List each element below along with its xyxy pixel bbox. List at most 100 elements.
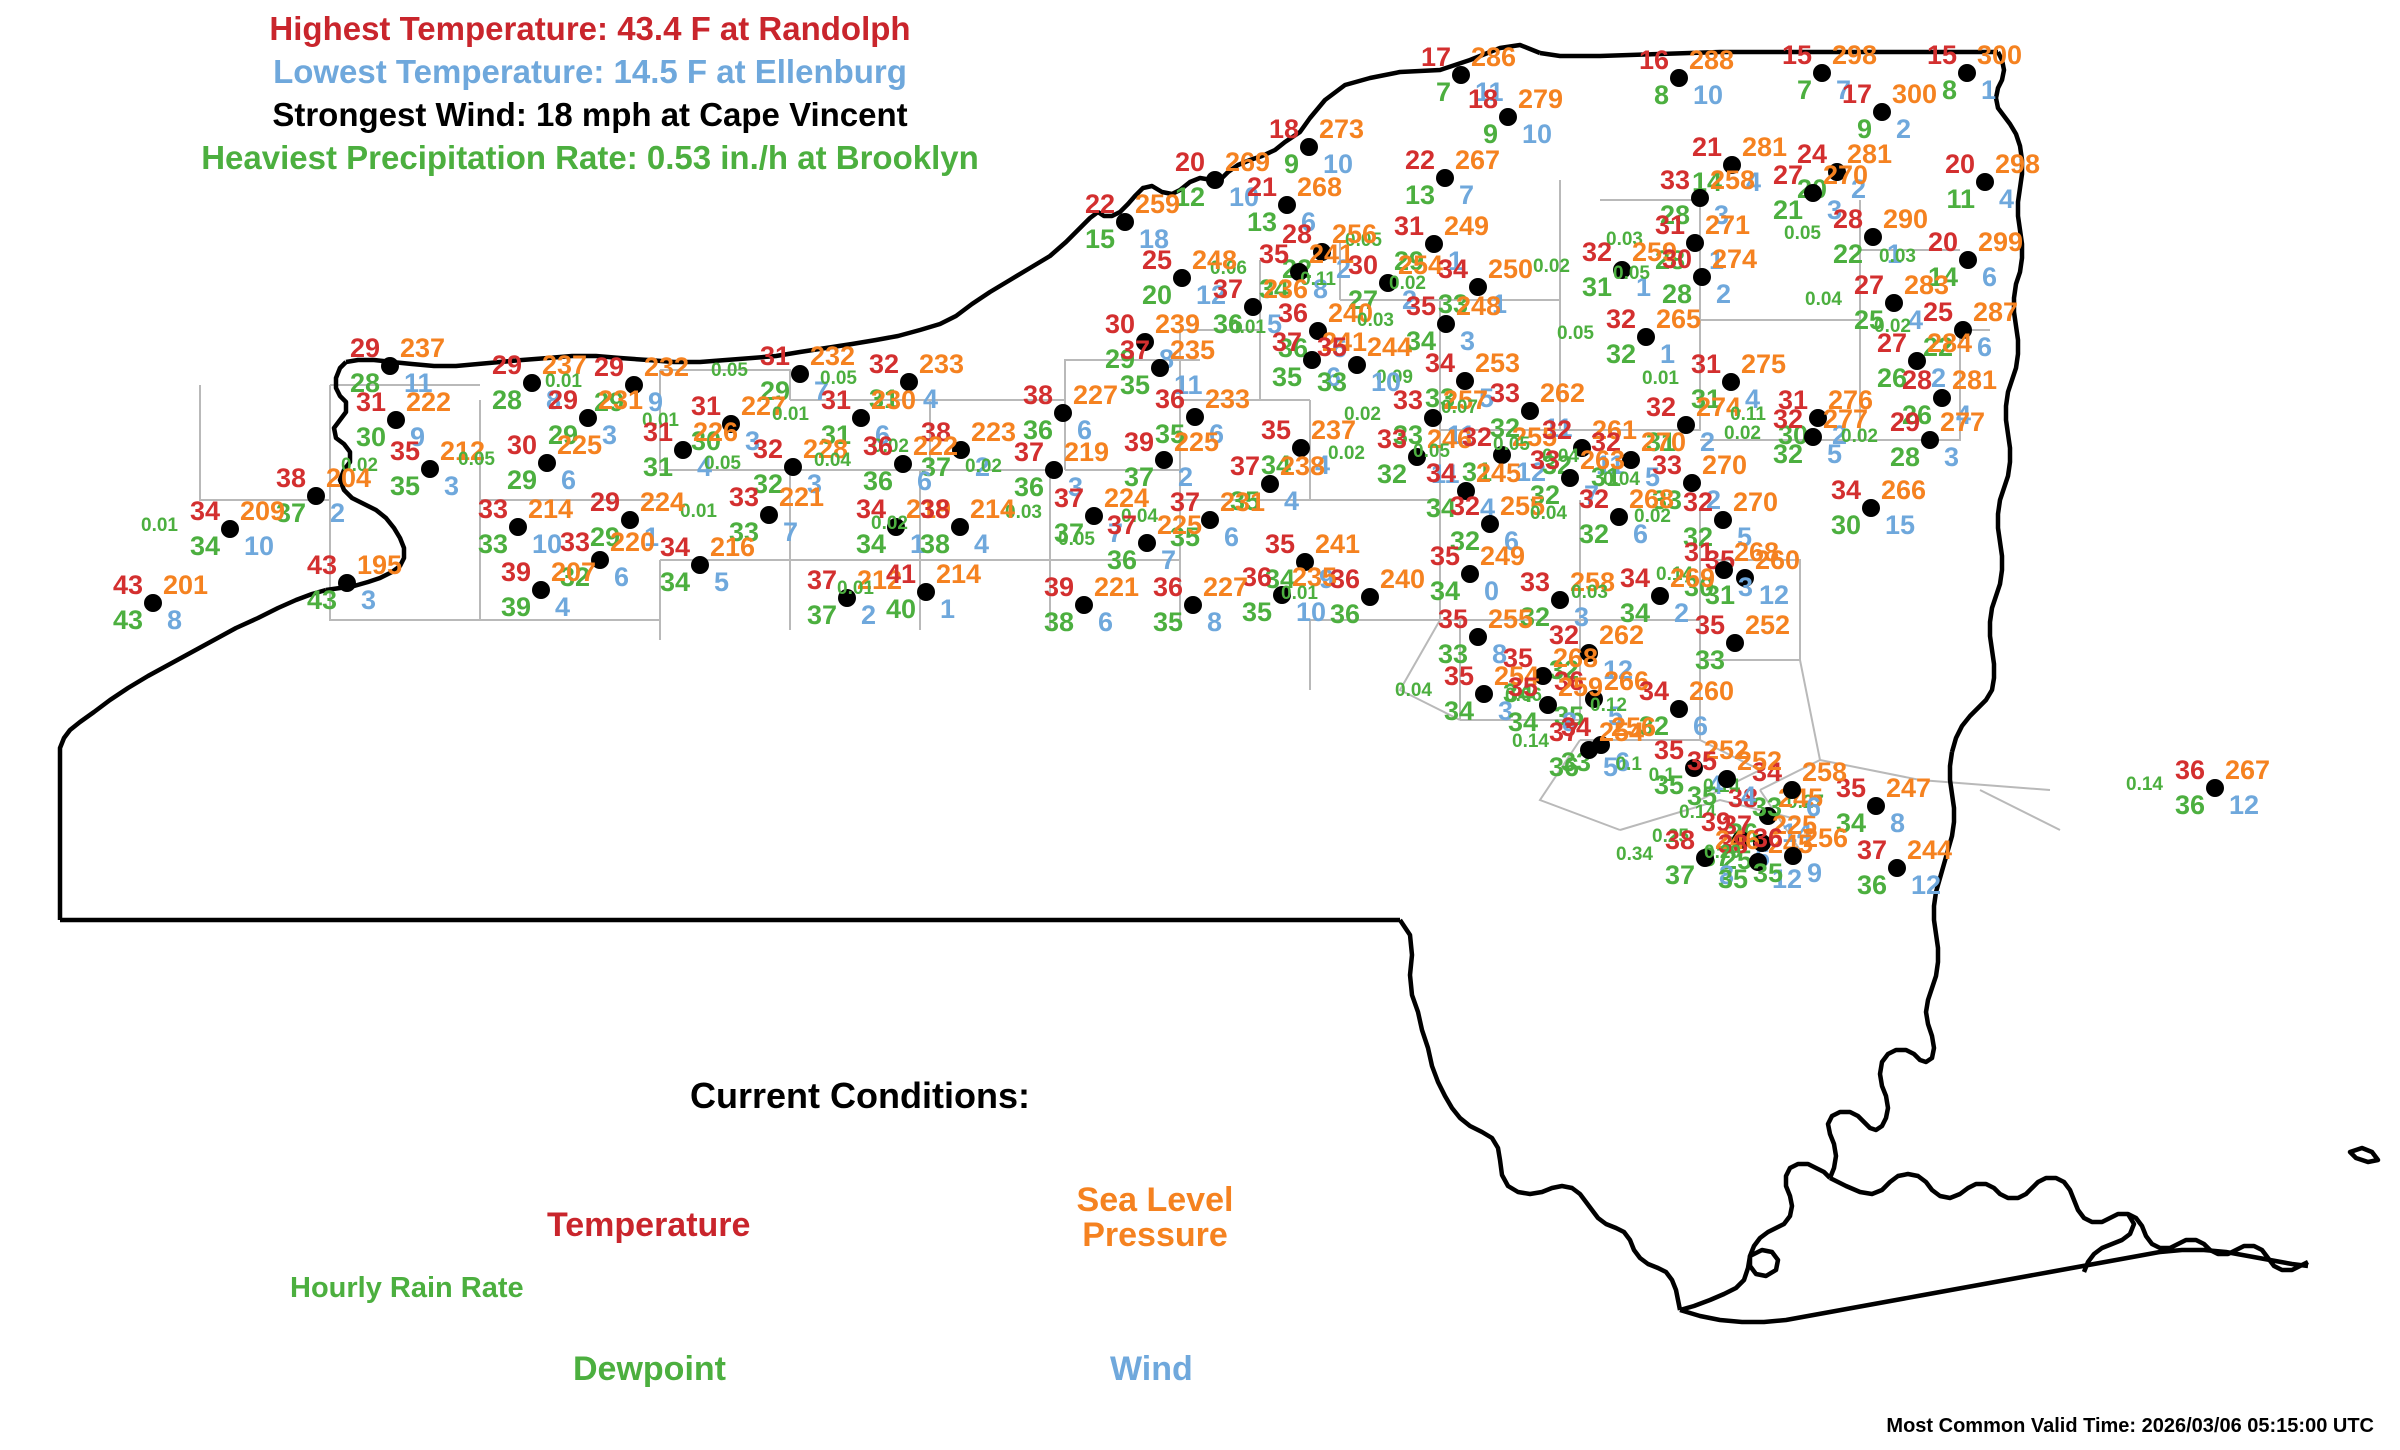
station-dewpoint: 34 [1507,707,1538,737]
station-temperature: 30 [506,430,537,460]
station-wind: 6 [1301,207,1317,237]
station-dewpoint: 32 [1605,339,1636,369]
station-dewpoint: 15 [1084,224,1115,254]
station-rain-rate: 0.11 [1300,269,1336,290]
station-rain-rate: 0.1 [1648,765,1675,786]
station-sea-level-pressure: 252 [1745,610,1791,640]
station-rain-rate: 0.04 [1805,289,1842,310]
station-rain-rate: 0.06 [1210,258,1247,279]
station-temperature: 28 [1281,219,1312,249]
station-wind: 3 [602,420,618,450]
station-dewpoint: 31 [1590,462,1621,492]
station-temperature: 31 [355,387,386,417]
station-sea-level-pressure: 254 [1398,250,1444,280]
station-temperature: 35 [1258,239,1289,269]
station-temperature: 36 [1329,564,1360,594]
station-wind: 8 [1207,607,1223,637]
station-dewpoint: 32 [1638,711,1669,741]
station-temperature: 30 [1104,309,1135,339]
station-temperature: 38 [1664,825,1695,855]
station-sea-level-pressure: 261 [1592,415,1638,445]
station-temperature: 39 [500,557,531,587]
station-temperature: 25 [1922,297,1953,327]
station-wind: 2 [975,452,991,482]
station-sea-level-pressure: 230 [871,385,917,415]
station-sea-level-pressure: 238 [1280,451,1326,481]
station-wind: 2 [1716,279,1732,309]
station-temperature: 27 [1772,160,1803,190]
station-dewpoint: 35 [1241,597,1272,627]
station-temperature: 17 [1420,42,1451,72]
station-sea-level-pressure: 209 [240,496,286,526]
station-wind: 9 [1807,858,1823,888]
station-dot-icon [784,458,802,476]
station-wind: 2 [1832,420,1848,450]
station-dewpoint: 43 [306,585,337,615]
station-sea-level-pressure: 212 [440,436,486,466]
station-dewpoint: 28 [1661,279,1692,309]
station-wind: 12 [1196,280,1227,310]
station-wind: 6 [1077,415,1093,445]
station-dot-icon [1151,359,1169,377]
station-dot-icon [1085,507,1103,525]
station-dewpoint: 9 [1856,114,1872,144]
station-wind: 3 [1498,696,1514,726]
station-dewpoint: 37 [1664,860,1695,890]
station-dewpoint: 8 [1653,80,1669,110]
station-wind: 15 [1885,510,1916,540]
station-temperature: 20 [1174,147,1205,177]
station-dot-icon [1290,263,1308,281]
station-temperature: 31 [1393,211,1424,241]
station-sea-level-pressure: 286 [1471,42,1517,72]
station-dot-icon [1456,372,1474,390]
station-dot-icon [917,583,935,601]
station-temperature: 32 [1461,422,1492,452]
station-rain-rate: 0.02 [1724,423,1761,444]
station-dot-icon [1206,171,1224,189]
station-rain-rate: 0.02 [871,513,908,534]
station-sea-level-pressure: 267 [1455,145,1501,175]
station-dewpoint: 35 [1752,858,1783,888]
station-sea-level-pressure: 241 [1315,529,1361,559]
station-wind: 2 [1706,485,1722,515]
station-sea-level-pressure: 244 [1907,835,1953,865]
strongest-wind-line: Strongest Wind: 18 mph at Cape Vincent [272,95,908,133]
station-dot-icon [1714,511,1732,529]
station-sea-level-pressure: 276 [1828,385,1874,415]
station-temperature: 29 [589,487,620,517]
station-temperature: 31 [642,417,673,447]
station-dewpoint: 36 [1106,545,1137,575]
station-dot-icon [1054,404,1072,422]
station-sea-level-pressure: 260 [1689,676,1735,706]
station-wind: 6 [875,420,891,450]
station-wind: 6 [917,466,933,496]
station-wind: 3 [1574,602,1590,632]
station-sea-level-pressure: 260 [1755,545,1801,575]
station-wind: 1 [1636,272,1652,302]
station-temperature: 32 [1605,304,1636,334]
station-wind: 4 [697,452,713,482]
station-wind: 3 [1068,472,1084,502]
station-temperature: 37 [1053,483,1084,513]
station-dewpoint: 34 [1258,274,1289,304]
station-dewpoint: 30 [1683,572,1714,602]
station-dewpoint: 29 [589,522,620,552]
station-dewpoint: 34 [189,531,220,561]
station-rain-rate: 0.14 [1512,731,1549,752]
station-dewpoint: 32 [1489,413,1520,443]
station-dewpoint: 9 [1283,149,1299,179]
station-temperature: 35 [1507,672,1538,702]
station-dewpoint: 35 [1169,522,1200,552]
station-dot-icon [1201,511,1219,529]
station-wind: 1 [1887,239,1903,269]
station-sea-level-pressure: 279 [1518,84,1564,114]
station-dot-icon [1436,169,1454,187]
station-dewpoint: 32 [1548,655,1579,685]
station-wind: 8 [1562,707,1578,737]
station-dewpoint: 32 [1529,480,1560,510]
station-sea-level-pressure: 281 [1952,365,1998,395]
station-dewpoint: 39 [500,592,531,622]
station-temperature: 35 [1405,291,1436,321]
station-sea-level-pressure: 225 [1174,427,1220,457]
station-temperature: 32 [1449,491,1480,521]
